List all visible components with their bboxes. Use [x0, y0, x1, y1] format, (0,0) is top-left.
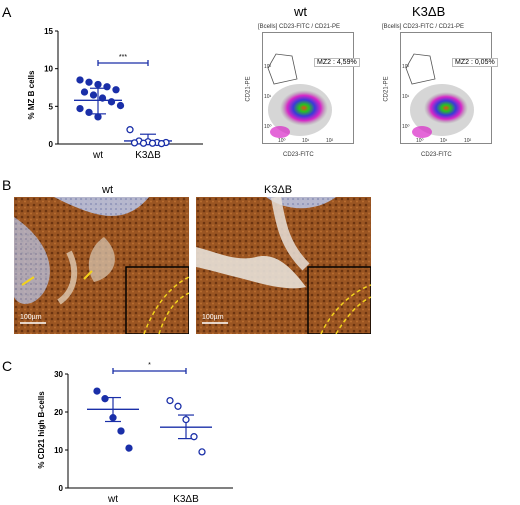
data-point — [109, 414, 117, 422]
x-tick-label: wt — [92, 150, 103, 161]
y-tick-label: 5 — [49, 102, 54, 111]
data-point — [94, 80, 102, 89]
data-point — [126, 126, 134, 134]
data-point — [76, 104, 84, 113]
data-point — [93, 387, 101, 395]
data-point — [130, 139, 139, 147]
inset-wt — [125, 266, 189, 334]
data-point — [116, 101, 125, 110]
data-point — [139, 139, 148, 147]
data-point — [198, 448, 206, 456]
data-point — [190, 433, 198, 441]
svg-text:10²: 10² — [402, 64, 410, 70]
y-tick-label: 0 — [49, 140, 54, 149]
flow-wt-title: wt — [294, 4, 307, 19]
svg-text:10⁰: 10⁰ — [402, 124, 410, 130]
data-point — [166, 396, 174, 405]
micrograph-ko-title: K3ΔB — [264, 184, 293, 196]
panel-label-b: B — [2, 177, 12, 193]
svg-text:10¹: 10¹ — [264, 94, 272, 100]
flow-ko-title: K3ΔB — [412, 4, 446, 19]
data-point — [148, 139, 157, 147]
data-point — [85, 78, 93, 86]
flow-wt-xlabel: CD23-FITC — [283, 152, 314, 158]
data-point — [117, 427, 125, 435]
svg-text:10²: 10² — [464, 138, 472, 144]
x-tick-label: K3ΔB — [135, 150, 161, 161]
significance-label: *** — [119, 54, 127, 61]
y-tick-label: 10 — [54, 446, 63, 455]
svg-text:10²: 10² — [264, 64, 272, 70]
data-point — [80, 88, 89, 96]
panel-label-a: A — [2, 4, 12, 20]
micrograph-ko — [196, 197, 371, 334]
data-point — [157, 139, 166, 148]
arrow-icon — [21, 276, 35, 286]
y-tick-label: 10 — [44, 65, 53, 74]
y-tick-label: 0 — [59, 484, 64, 493]
svg-text:10⁰: 10⁰ — [264, 124, 272, 130]
micrograph-wt — [14, 197, 189, 334]
arrow-icon — [83, 270, 93, 280]
data-point — [76, 76, 84, 84]
y-axis-label: % MZ B cells — [27, 70, 36, 119]
svg-text:10¹: 10¹ — [402, 94, 410, 100]
gate-percent-wt: MZ2 : 4,59% — [314, 58, 360, 67]
data-point — [107, 98, 116, 106]
svg-text:10⁰: 10⁰ — [416, 138, 424, 144]
flow-wt-ylabel: CD21-PE — [245, 76, 252, 102]
data-point — [182, 415, 190, 424]
data-point — [112, 86, 120, 94]
data-point — [94, 113, 102, 121]
cd21-high-chart: % CD21 high B-cells 0 10 20 30 wt K3ΔB * — [37, 362, 233, 504]
y-tick-label: 15 — [44, 27, 53, 36]
x-tick-label: wt — [107, 494, 118, 504]
inset-ko — [307, 266, 371, 334]
flow-ko-xlabel: CD23-FITC — [421, 152, 452, 158]
data-point — [174, 402, 182, 410]
svg-text:10⁰: 10⁰ — [278, 138, 286, 144]
flow-wt-header: [Bcells] CD23-FITC / CD21-PE — [258, 24, 341, 30]
mz-b-cells-chart: % MZ B cells 0 5 10 15 wt K3ΔB *** — [27, 27, 203, 161]
y-tick-label: 20 — [54, 408, 63, 417]
data-point — [98, 94, 107, 102]
mz-gate-wt — [267, 53, 298, 85]
data-point — [103, 83, 111, 91]
scale-bar-ko: 100µm — [202, 314, 224, 321]
data-point — [125, 444, 133, 452]
mz-gate-ko — [405, 53, 436, 85]
x-tick-label: K3ΔB — [173, 494, 199, 504]
panel-label-c: C — [2, 358, 13, 374]
data-point — [85, 108, 93, 117]
flow-plot-ko: 10² 10¹ 10⁰ 10⁰ 10¹ 10² — [400, 32, 492, 144]
flow-ko-header: [Bcells] CD23-FITC / CD21-PE — [382, 24, 465, 30]
micrograph-wt-title: wt — [102, 184, 113, 196]
significance-label: * — [148, 362, 151, 369]
flow-plot-wt: 10² 10¹ 10⁰ 10⁰ 10¹ 10² — [262, 32, 354, 144]
scale-bar-wt: 100µm — [20, 314, 42, 321]
svg-text:10¹: 10¹ — [302, 138, 310, 144]
data-point — [101, 395, 109, 403]
svg-text:10²: 10² — [326, 138, 334, 144]
data-point — [89, 91, 98, 99]
svg-text:10¹: 10¹ — [440, 138, 448, 144]
y-tick-label: 30 — [54, 370, 63, 379]
gate-percent-ko: MZ2 : 0,05% — [452, 58, 498, 67]
y-axis-label: % CD21 high B-cells — [37, 391, 46, 469]
flow-ko-ylabel: CD21-PE — [383, 76, 390, 102]
